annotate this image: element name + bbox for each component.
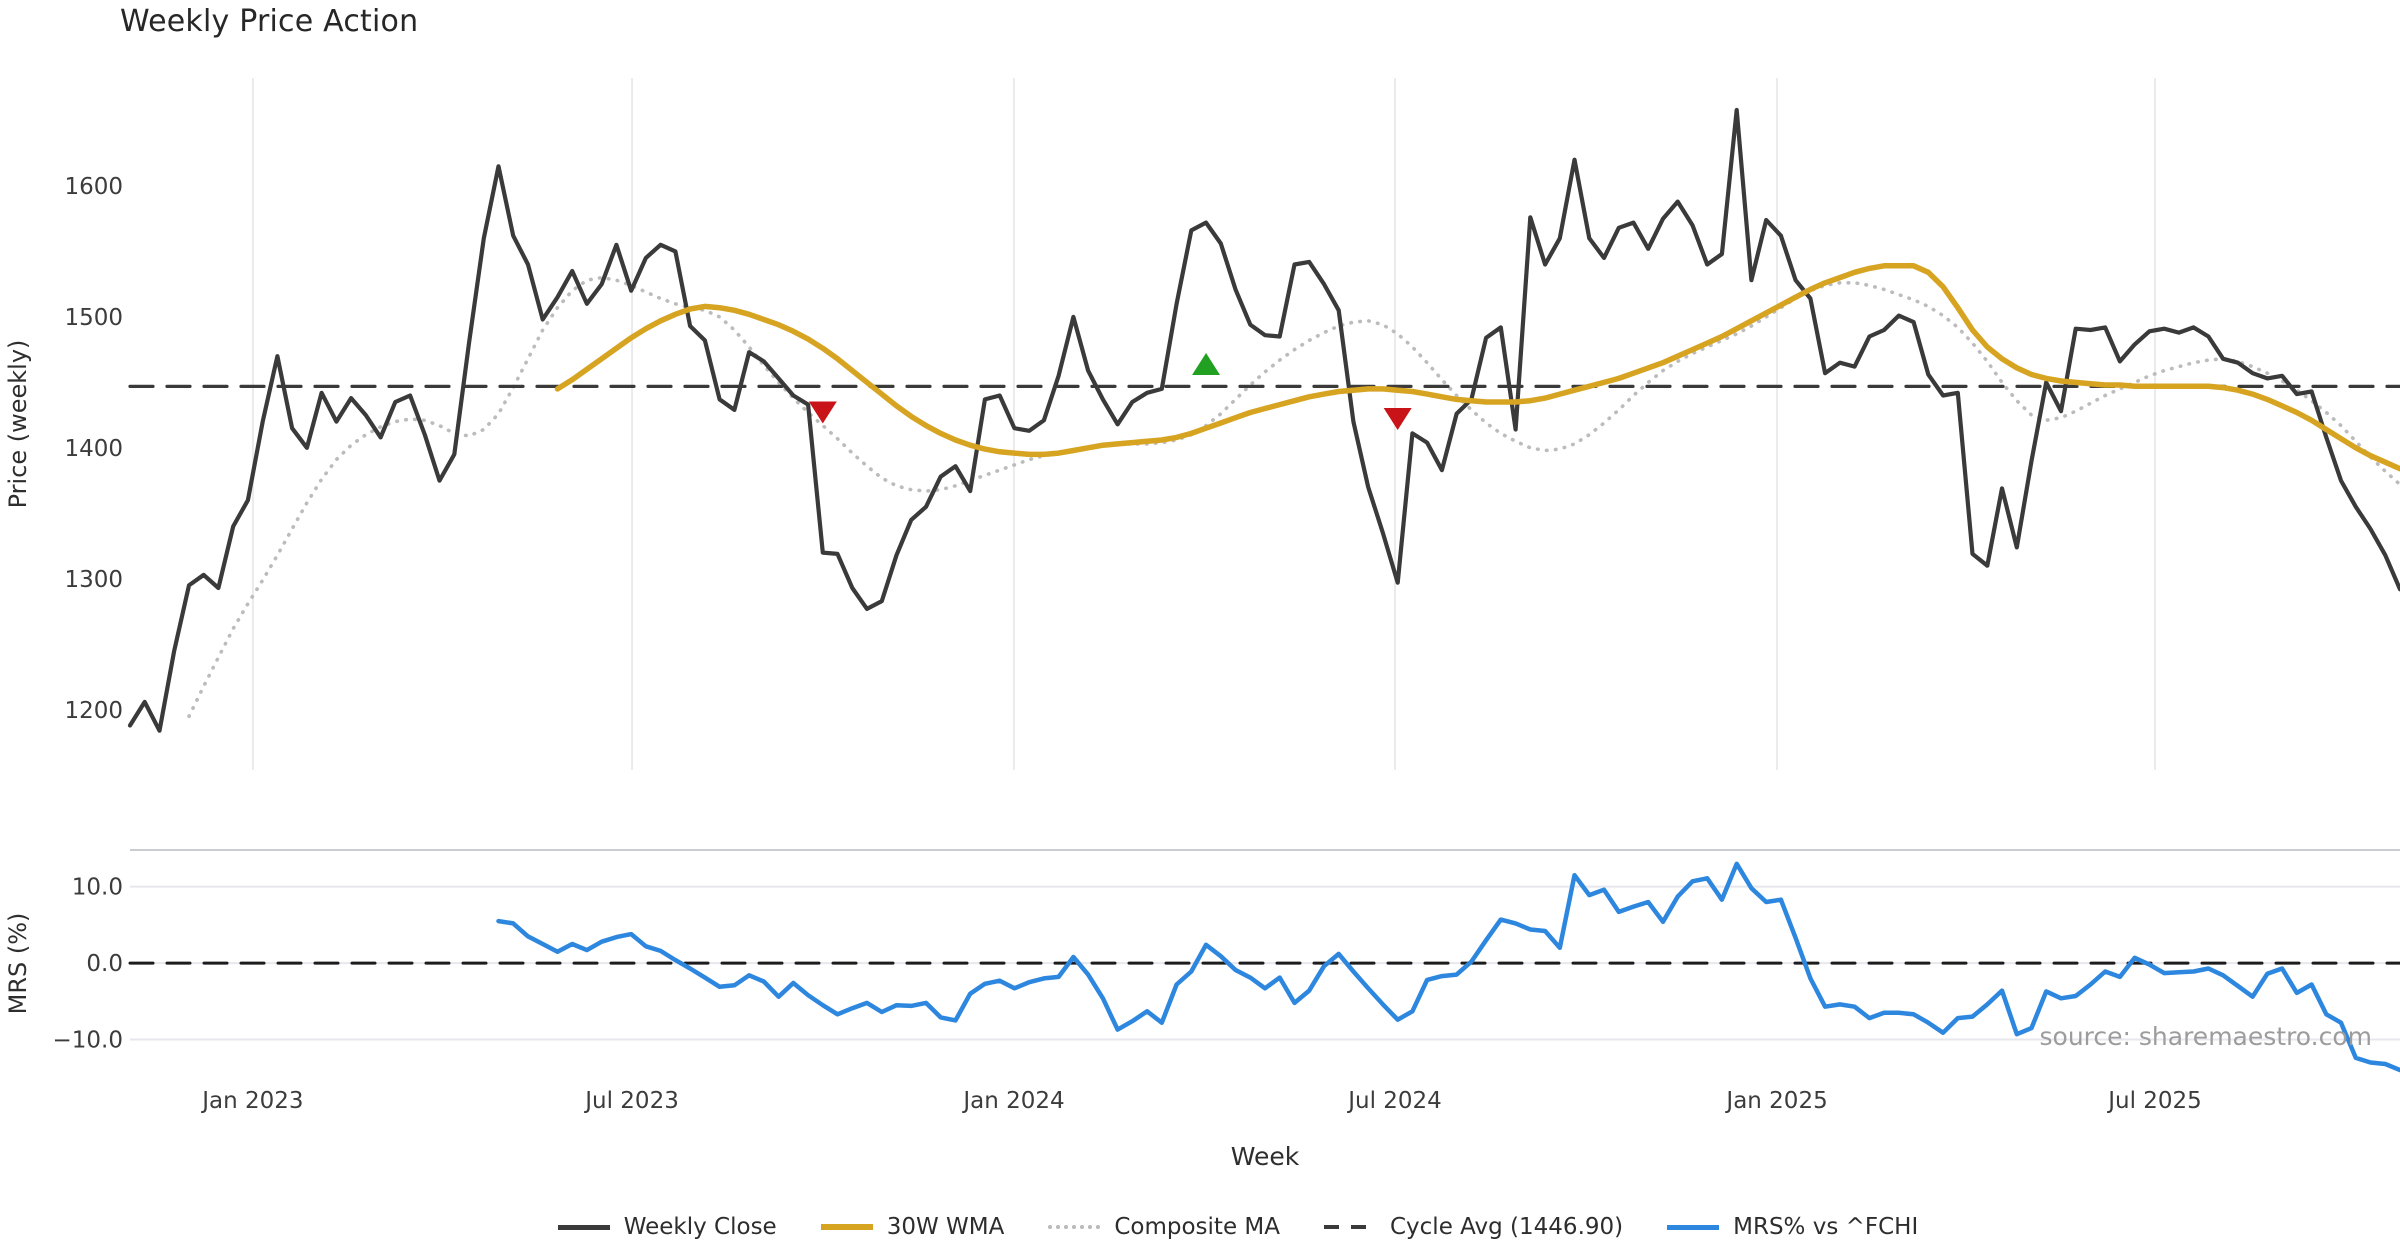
legend-item-weekly-close: Weekly Close — [557, 1214, 777, 1240]
svg-text:Jan 2025: Jan 2025 — [1724, 1088, 1827, 1114]
svg-text:MRS (%): MRS (%) — [4, 913, 32, 1015]
sell-signal-icon — [808, 401, 837, 424]
svg-text:−10.0: −10.0 — [53, 1028, 123, 1054]
composite-ma-line-swatch — [1048, 1225, 1101, 1229]
svg-text:Jul 2025: Jul 2025 — [2106, 1088, 2202, 1114]
axis-tick-labels: 1600 1500 1400 1300 1200 10.0 0.0 −10.0 Jan 2023… — [53, 174, 2202, 1114]
sell-signal-icon — [1383, 408, 1412, 431]
svg-text:10.0: 10.0 — [72, 875, 123, 901]
chart-legend: Weekly Close 30W WMA Composite MA Cycle … — [38, 1198, 2400, 1256]
svg-text:Jul 2023: Jul 2023 — [583, 1088, 679, 1114]
svg-text:0.0: 0.0 — [86, 951, 123, 977]
legend-item-composite-ma: Composite MA — [1048, 1214, 1280, 1240]
source-watermark: source: sharemaestro.com — [2039, 1022, 2373, 1051]
svg-text:Jan 2024: Jan 2024 — [961, 1088, 1064, 1114]
svg-text:Price (weekly): Price (weekly) — [4, 340, 32, 509]
svg-text:1200: 1200 — [64, 698, 123, 724]
legend-label-weekly-close: Weekly Close — [623, 1214, 777, 1240]
gridlines — [130, 78, 2400, 1041]
svg-text:1600: 1600 — [64, 174, 123, 200]
cycle-avg-line-swatch — [1323, 1225, 1376, 1229]
chart-title: Weekly Price Action — [120, 4, 419, 39]
legend-label-cycle-avg: Cycle Avg (1446.90) — [1389, 1214, 1624, 1240]
series-lines — [127, 107, 2400, 1073]
wma-line-swatch — [820, 1224, 873, 1230]
svg-text:1400: 1400 — [64, 436, 123, 462]
legend-item-30w-wma: 30W WMA — [820, 1214, 1005, 1240]
svg-text:Week: Week — [1231, 1142, 1300, 1171]
svg-text:1300: 1300 — [64, 567, 123, 593]
axis-titles: Price (weekly) MRS (%) Week — [4, 340, 1300, 1171]
signal-markers — [808, 353, 1412, 431]
svg-text:Jan 2023: Jan 2023 — [200, 1088, 303, 1114]
legend-label-30w-wma: 30W WMA — [886, 1214, 1005, 1240]
mrs-line-swatch — [1667, 1224, 1720, 1230]
svg-text:1500: 1500 — [64, 305, 123, 331]
legend-label-mrs: MRS% vs ^FCHI — [1733, 1214, 1919, 1240]
buy-signal-icon — [1192, 353, 1221, 376]
weekly-close-line-swatch — [557, 1224, 610, 1230]
legend-item-cycle-avg: Cycle Avg (1446.90) — [1323, 1214, 1624, 1240]
legend-label-composite-ma: Composite MA — [1114, 1214, 1280, 1240]
legend-item-mrs: MRS% vs ^FCHI — [1667, 1214, 1918, 1240]
svg-text:Jul 2024: Jul 2024 — [1346, 1088, 1442, 1114]
